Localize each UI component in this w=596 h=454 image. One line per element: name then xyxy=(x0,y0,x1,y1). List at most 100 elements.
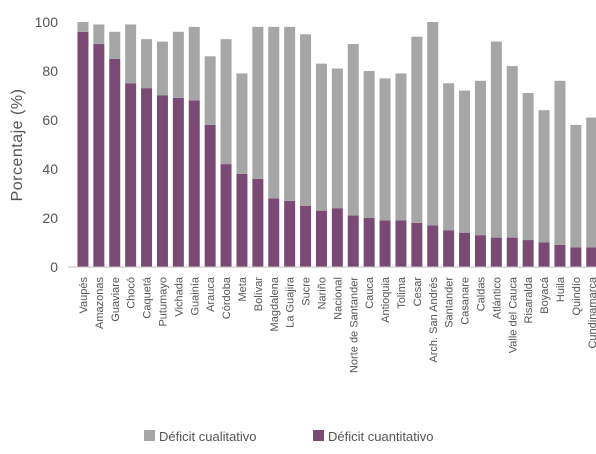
legend-swatch xyxy=(313,430,324,441)
bar-deficit-cualitativo xyxy=(331,68,343,209)
x-tick-label: Boyacá xyxy=(539,276,551,314)
bar-deficit-cualitativo xyxy=(395,73,407,221)
bar-deficit-cualitativo xyxy=(125,24,137,84)
bar-deficit-cualitativo xyxy=(109,31,121,59)
bar-deficit-cuantitativo xyxy=(363,218,375,267)
bar-deficit-cualitativo xyxy=(586,117,596,248)
x-tick-label: Cundinamarca xyxy=(587,276,596,348)
bar-deficit-cualitativo xyxy=(315,63,327,211)
bar-deficit-cuantitativo xyxy=(188,100,200,268)
bar-deficit-cuantitativo xyxy=(506,237,518,267)
bar-deficit-cuantitativo xyxy=(538,242,550,267)
bar-deficit-cualitativo xyxy=(252,26,264,179)
bar-deficit-cuantitativo xyxy=(284,200,296,267)
bar-deficit-cualitativo xyxy=(141,39,153,89)
bar-deficit-cuantitativo xyxy=(331,208,343,267)
bar-deficit-cualitativo xyxy=(538,110,550,243)
bar-deficit-cualitativo xyxy=(522,93,534,241)
bar-deficit-cualitativo xyxy=(188,26,200,101)
x-tick-label: Quindío xyxy=(571,277,583,316)
bar-deficit-cualitativo xyxy=(363,71,375,218)
bar-deficit-cuantitativo xyxy=(315,210,327,267)
x-tick-label: Cesar xyxy=(412,277,424,307)
x-tick-label: Arauca xyxy=(205,276,217,312)
x-tick-label: Guaviare xyxy=(110,277,122,322)
bar-deficit-cuantitativo xyxy=(125,83,137,267)
bar-deficit-cuantitativo xyxy=(490,237,502,267)
x-tick-label: Huila xyxy=(555,276,567,302)
bar-deficit-cuantitativo xyxy=(236,173,248,267)
bar-deficit-cuantitativo xyxy=(411,222,423,267)
x-tick-label: Antioquia xyxy=(380,276,392,323)
y-axis-title: Porcentaje (%) xyxy=(9,89,26,202)
bar-deficit-cuantitativo xyxy=(427,225,439,267)
x-tick-label: Meta xyxy=(237,276,249,301)
bar-deficit-cualitativo xyxy=(268,26,280,199)
bar-deficit-cualitativo xyxy=(459,90,471,233)
bar-deficit-cualitativo xyxy=(411,36,423,223)
bar-deficit-cuantitativo xyxy=(204,124,216,268)
bar-deficit-cuantitativo xyxy=(347,215,359,267)
x-tick-label: Valle del Cauca xyxy=(507,276,519,353)
x-tick-label: Arch. San Andrés xyxy=(428,277,440,363)
bar-deficit-cuantitativo xyxy=(93,44,105,267)
x-tick-label: Atlántico xyxy=(491,277,503,319)
x-tick-label: Chocó xyxy=(126,277,138,309)
legend-label: Déficit cualitativo xyxy=(159,429,257,444)
legend: Déficit cualitativo Déficit cuantitativo xyxy=(144,429,434,444)
x-tick-label: Magdalena xyxy=(269,276,281,331)
x-tick-label: Sucre xyxy=(301,277,313,306)
x-tick-label: Córdoba xyxy=(221,276,233,319)
bar-deficit-cualitativo xyxy=(77,22,89,32)
x-tick-label: Caldas xyxy=(475,277,487,312)
bar-deficit-cuantitativo xyxy=(522,240,534,267)
y-tick-label: 40 xyxy=(42,161,58,177)
bars xyxy=(77,22,596,268)
y-tick-label: 100 xyxy=(35,14,59,30)
x-tick-label: Santander xyxy=(444,277,456,328)
x-tick-label: La Guajira xyxy=(285,276,297,328)
y-tick-label: 80 xyxy=(42,63,58,79)
bar-deficit-cualitativo xyxy=(156,41,168,96)
x-axis-labels: Vaupés Amazonas Guaviare Chocó Caquetá Putuma… xyxy=(78,276,596,373)
bar-deficit-cuantitativo xyxy=(554,244,566,267)
bar-deficit-cuantitativo xyxy=(570,247,582,267)
x-tick-label: Vichada xyxy=(173,276,185,316)
bar-deficit-cualitativo xyxy=(172,31,184,98)
bar-deficit-cuantitativo xyxy=(172,97,184,267)
bar-deficit-cuantitativo xyxy=(109,58,121,267)
bar-deficit-cualitativo xyxy=(443,83,455,231)
bar-deficit-cualitativo xyxy=(93,24,105,45)
y-axis: 0 20 40 60 80 100 xyxy=(35,14,59,275)
x-tick-label: Tolima xyxy=(396,276,408,309)
bar-deficit-cualitativo xyxy=(427,22,439,226)
x-tick-label: Risaralda xyxy=(523,276,535,323)
x-tick-label: Caquetá xyxy=(142,276,154,318)
x-tick-label: Putumayo xyxy=(157,277,169,327)
x-tick-label: Amazonas xyxy=(94,277,106,329)
bar-deficit-cuantitativo xyxy=(459,232,471,267)
bar-deficit-cuantitativo xyxy=(268,198,280,267)
bar-deficit-cuantitativo xyxy=(586,247,596,267)
x-tick-label: Casanare xyxy=(460,277,472,325)
y-tick-label: 60 xyxy=(42,112,58,128)
y-tick-label: 20 xyxy=(42,210,58,226)
bar-deficit-cuantitativo xyxy=(474,235,486,267)
bar-deficit-cualitativo xyxy=(379,78,391,221)
bar-deficit-cualitativo xyxy=(284,26,296,201)
x-tick-label: Cauca xyxy=(364,276,376,309)
x-tick-label: Nariño xyxy=(316,277,328,309)
bar-deficit-cualitativo xyxy=(220,39,232,165)
bar-deficit-cualitativo xyxy=(474,80,486,236)
bar-deficit-cuantitativo xyxy=(252,178,264,267)
x-tick-label: Guainía xyxy=(189,276,201,315)
bar-deficit-cualitativo xyxy=(300,34,312,206)
x-tick-label: Nacional xyxy=(332,277,344,320)
x-tick-label: Bolívar xyxy=(253,277,265,312)
bar-deficit-cuantitativo xyxy=(443,230,455,267)
bar-deficit-cualitativo xyxy=(347,44,359,216)
bar-deficit-cualitativo xyxy=(236,73,248,174)
bar-deficit-cualitativo xyxy=(570,124,582,248)
bar-deficit-cuantitativo xyxy=(395,220,407,267)
